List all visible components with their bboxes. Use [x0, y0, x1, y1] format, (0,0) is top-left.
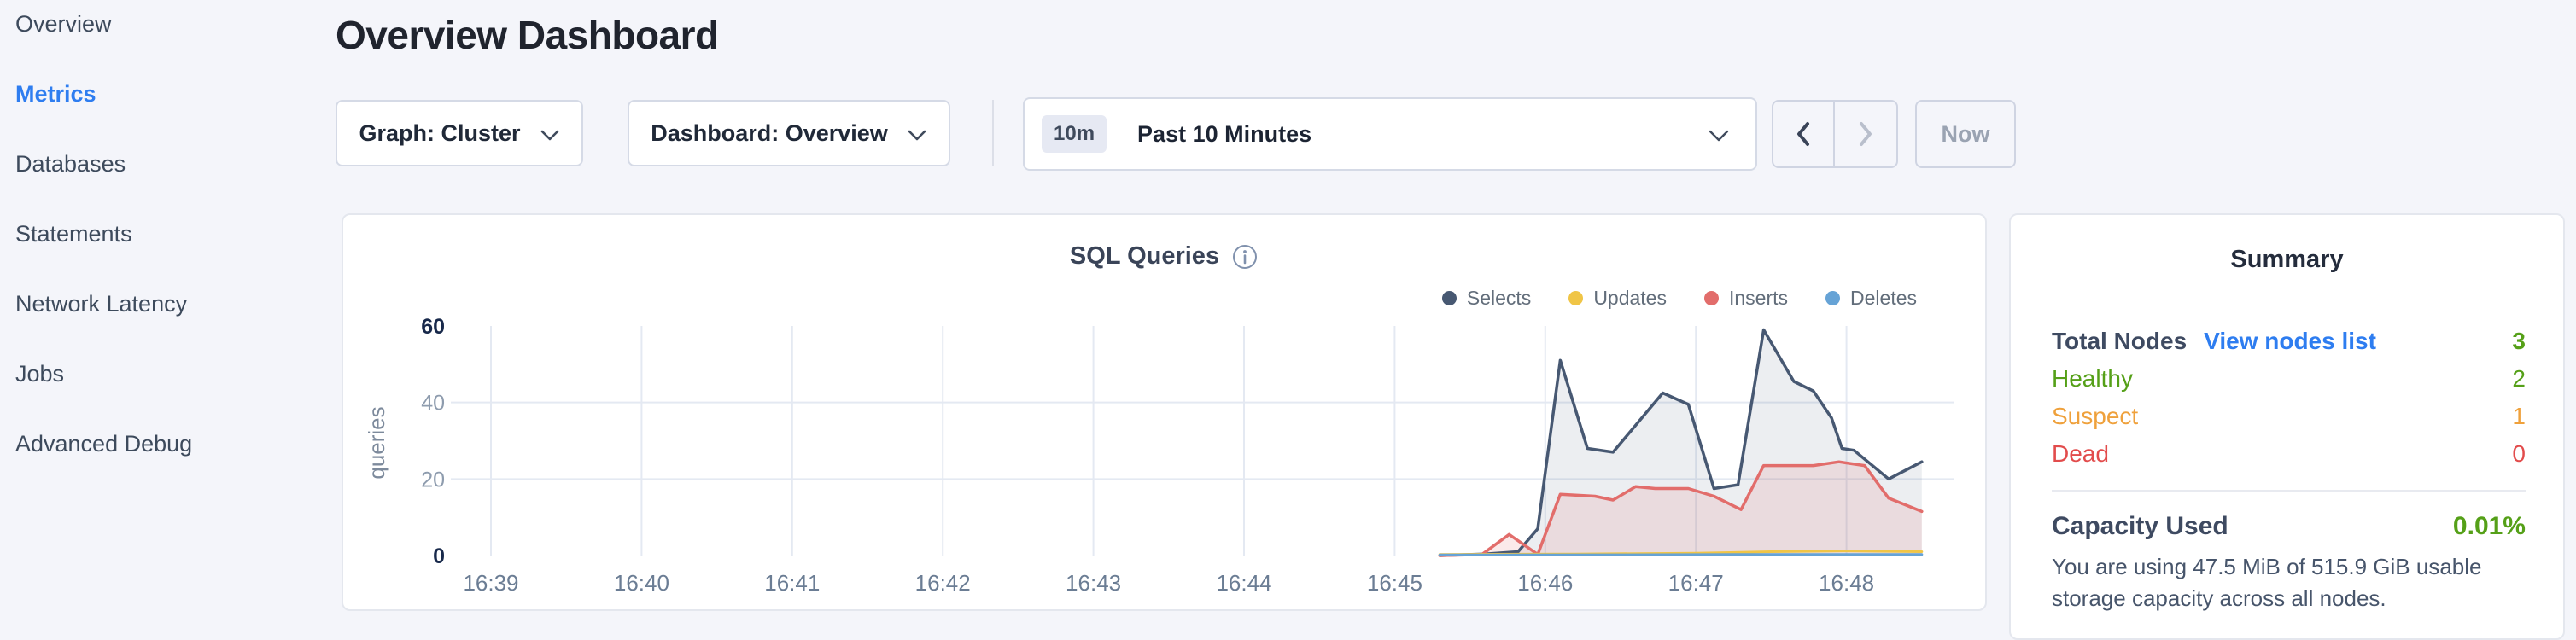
sidebar-item-metrics[interactable]: Metrics: [15, 81, 96, 107]
view-nodes-list-link[interactable]: View nodes list: [2204, 328, 2376, 354]
summary-heading: Summary: [2230, 246, 2344, 273]
svg-text:16:44: 16:44: [1216, 570, 1271, 596]
legend-item-updates[interactable]: Updates: [1568, 287, 1667, 310]
legend-dot-icon: [1825, 291, 1841, 305]
svg-text:16:45: 16:45: [1367, 570, 1422, 596]
svg-text:0: 0: [433, 544, 445, 568]
status-label: Dead: [2052, 440, 2109, 467]
chevron-down-icon: [908, 130, 926, 140]
status-label: Healthy: [2052, 365, 2133, 392]
chevron-left-icon: [1797, 122, 1809, 146]
svg-text:16:46: 16:46: [1517, 570, 1573, 596]
svg-text:16:41: 16:41: [764, 570, 820, 596]
chevron-down-icon: [1709, 130, 1729, 142]
total-nodes-value: 3: [2512, 328, 2526, 354]
summary-panel: Summary Total Nodes View nodes list 3 He…: [2009, 213, 2565, 640]
total-nodes-row: Total Nodes View nodes list 3: [2052, 323, 2526, 360]
chevron-right-icon: [1860, 122, 1872, 146]
sidebar-item-advanced-debug[interactable]: Advanced Debug: [15, 431, 193, 457]
legend-dot-icon: [1441, 291, 1457, 305]
controls-divider: [992, 100, 994, 166]
legend-dot-icon: [1703, 291, 1719, 305]
dashboard-dropdown-label: Dashboard: Overview: [651, 119, 888, 146]
legend-label: Updates: [1593, 287, 1667, 309]
legend-label: Selects: [1466, 287, 1532, 309]
svg-text:16:48: 16:48: [1819, 570, 1874, 596]
legend-dot-icon: [1568, 291, 1584, 305]
svg-text:16:40: 16:40: [614, 570, 669, 596]
sidebar-item-overview[interactable]: Overview: [15, 11, 112, 37]
next-time-range-button[interactable]: [1835, 102, 1896, 166]
capacity-used-label: Capacity Used: [2052, 512, 2228, 540]
page-title: Overview Dashboard: [336, 13, 719, 57]
time-range-label: Past 10 Minutes: [1137, 120, 1312, 147]
svg-text:60: 60: [421, 315, 445, 339]
capacity-used-row: Capacity Used 0.01%: [2052, 512, 2526, 541]
chart-legend: Selects Updates Inserts Deletes: [1441, 287, 1917, 310]
sql-queries-chart-card: 16:39 16:40 16:41 16:42 16:43 16:44 16:45 16:46…: [342, 213, 1987, 611]
legend-item-inserts[interactable]: Inserts: [1703, 287, 1789, 310]
previous-time-range-button[interactable]: [1773, 102, 1835, 166]
sidebar-item-statements[interactable]: Statements: [15, 221, 132, 247]
svg-text:20: 20: [421, 468, 445, 492]
svg-text:16:43: 16:43: [1066, 570, 1121, 596]
chart-title: SQL Queries: [1069, 242, 1220, 270]
legend-label: Inserts: [1728, 287, 1789, 309]
svg-text:16:39: 16:39: [463, 570, 518, 596]
node-status-row-suspect: Suspect 1: [2052, 398, 2526, 435]
dashboard-dropdown[interactable]: Dashboard: Overview: [628, 100, 950, 166]
graph-dropdown-label: Graph: Cluster: [359, 119, 521, 146]
node-status-row-dead: Dead 0: [2052, 435, 2526, 473]
time-range-dropdown[interactable]: 10m Past 10 Minutes: [1023, 97, 1757, 171]
status-value: 1: [2512, 403, 2526, 429]
sidebar-item-databases[interactable]: Databases: [15, 151, 126, 177]
node-status-row-healthy: Healthy 2: [2052, 360, 2526, 398]
capacity-used-value: 0.01%: [2452, 512, 2526, 540]
sidebar-nav: Overview Metrics Databases Statements Networ…: [15, 11, 323, 501]
db-console-page: Overview Metrics Databases Statements Networ…: [15, 11, 2565, 640]
svg-text:40: 40: [421, 392, 445, 416]
legend-label: Deletes: [1850, 287, 1917, 309]
total-nodes-label: Total Nodes: [2052, 328, 2188, 354]
summary-divider: [2052, 490, 2526, 492]
status-value: 0: [2512, 440, 2526, 467]
legend-item-deletes[interactable]: Deletes: [1825, 287, 1917, 310]
svg-text:16:47: 16:47: [1668, 570, 1724, 596]
legend-item-selects[interactable]: Selects: [1441, 287, 1532, 310]
sidebar-item-network-latency[interactable]: Network Latency: [15, 291, 188, 317]
time-range-badge: 10m: [1042, 115, 1107, 153]
now-button[interactable]: Now: [1915, 100, 2016, 168]
svg-text:queries: queries: [364, 406, 389, 479]
svg-text:16:42: 16:42: [915, 570, 971, 596]
chevron-down-icon: [540, 130, 558, 140]
sql-queries-plot: 16:39 16:40 16:41 16:42 16:43 16:44 16:45 16:46…: [364, 315, 1954, 596]
sidebar-item-jobs[interactable]: Jobs: [15, 361, 65, 387]
node-status-rows: Total Nodes View nodes list 3 Healthy 2 Su…: [2052, 323, 2526, 473]
graph-source-dropdown[interactable]: Graph: Cluster: [336, 100, 583, 166]
capacity-description: You are using 47.5 MiB of 515.9 GiB usab…: [2052, 554, 2482, 611]
time-step-button-group: [1772, 100, 1898, 168]
info-icon[interactable]: [1231, 243, 1259, 271]
status-value: 2: [2512, 365, 2526, 392]
status-label: Suspect: [2052, 403, 2139, 429]
